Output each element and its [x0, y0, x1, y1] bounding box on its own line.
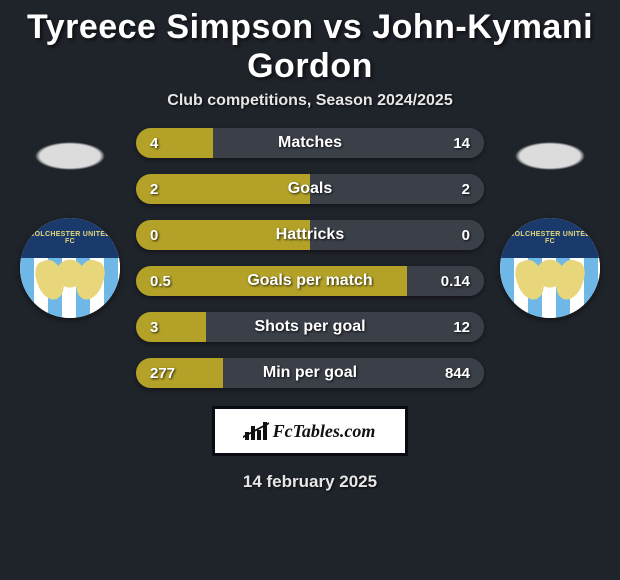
player-left-column: COLCHESTER UNITED FC	[10, 128, 130, 318]
stat-bar: 00Hattricks	[136, 220, 484, 250]
brand-box: FcTables.com	[212, 406, 408, 456]
stat-right-fill	[310, 220, 484, 250]
brand-chart-icon	[245, 422, 267, 440]
stat-bar: 22Goals	[136, 174, 484, 204]
player-left-silhouette	[20, 136, 120, 176]
stat-left-fill	[136, 312, 206, 342]
main-row: COLCHESTER UNITED FC 414Matches 22Goals 00…	[0, 128, 620, 388]
stat-bar: 277844Min per goal	[136, 358, 484, 388]
stat-left-fill	[136, 220, 310, 250]
stat-bar: 414Matches	[136, 128, 484, 158]
brand-text: FcTables.com	[273, 421, 376, 442]
stat-bar: 0.50.14Goals per match	[136, 266, 484, 296]
stat-left-fill	[136, 358, 223, 388]
stat-right-fill	[310, 174, 484, 204]
player-right-silhouette	[500, 136, 600, 176]
player-left-club-crest: COLCHESTER UNITED FC	[20, 218, 120, 318]
stat-right-fill	[407, 266, 484, 296]
comparison-card: Tyreece Simpson vs John-Kymani Gordon Cl…	[0, 0, 620, 492]
stat-right-fill	[213, 128, 484, 158]
subtitle: Club competitions, Season 2024/2025	[0, 92, 620, 128]
stat-left-fill	[136, 174, 310, 204]
stats-column: 414Matches 22Goals 00Hattricks 0.50.14Goals…	[130, 128, 490, 388]
stat-left-fill	[136, 266, 407, 296]
player-right-club-crest: COLCHESTER UNITED FC	[500, 218, 600, 318]
page-title: Tyreece Simpson vs John-Kymani Gordon	[0, 0, 620, 92]
player-right-column: COLCHESTER UNITED FC	[490, 128, 610, 318]
stat-right-fill	[223, 358, 484, 388]
stat-left-fill	[136, 128, 213, 158]
stat-right-fill	[206, 312, 484, 342]
date-line: 14 february 2025	[0, 472, 620, 492]
stat-bar: 312Shots per goal	[136, 312, 484, 342]
